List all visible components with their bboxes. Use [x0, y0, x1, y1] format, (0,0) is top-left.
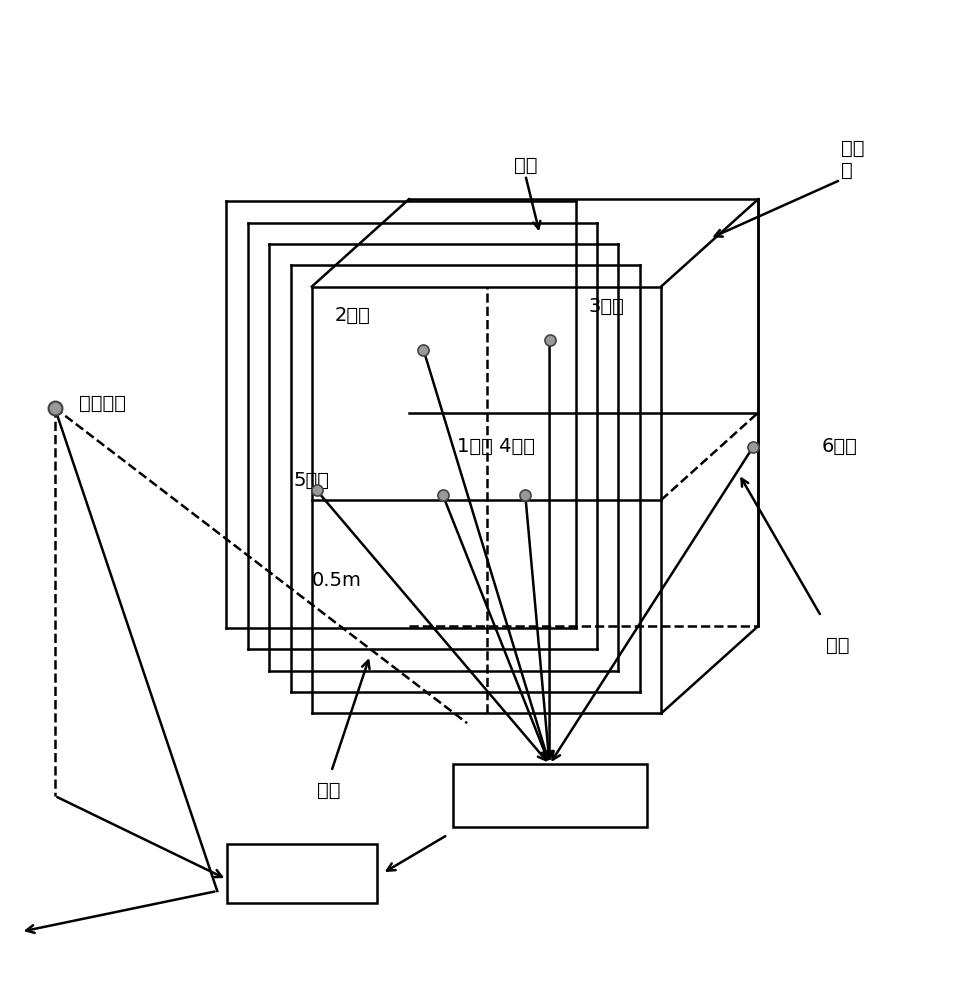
Text: 散热
片: 散热 片 [841, 139, 864, 180]
Text: 5号点: 5号点 [293, 471, 329, 490]
Text: 3号点: 3号点 [589, 297, 625, 316]
Bar [452, 764, 647, 827]
Text: 6号点: 6号点 [821, 437, 857, 456]
Text: 侧面: 侧面 [826, 636, 849, 655]
Text: 声传感器: 声传感器 [79, 393, 126, 412]
Text: 1号点 4号点: 1号点 4号点 [457, 437, 535, 456]
Text: 笔记本: 笔记本 [284, 864, 320, 883]
Text: 0.5m: 0.5m [312, 571, 362, 590]
Bar [227, 844, 378, 903]
Text: 2号点: 2号点 [334, 306, 370, 325]
Text: 数据采集仪: 数据采集仪 [521, 786, 579, 805]
Text: 正面: 正面 [316, 781, 341, 800]
Text: 顶面: 顶面 [514, 156, 537, 175]
